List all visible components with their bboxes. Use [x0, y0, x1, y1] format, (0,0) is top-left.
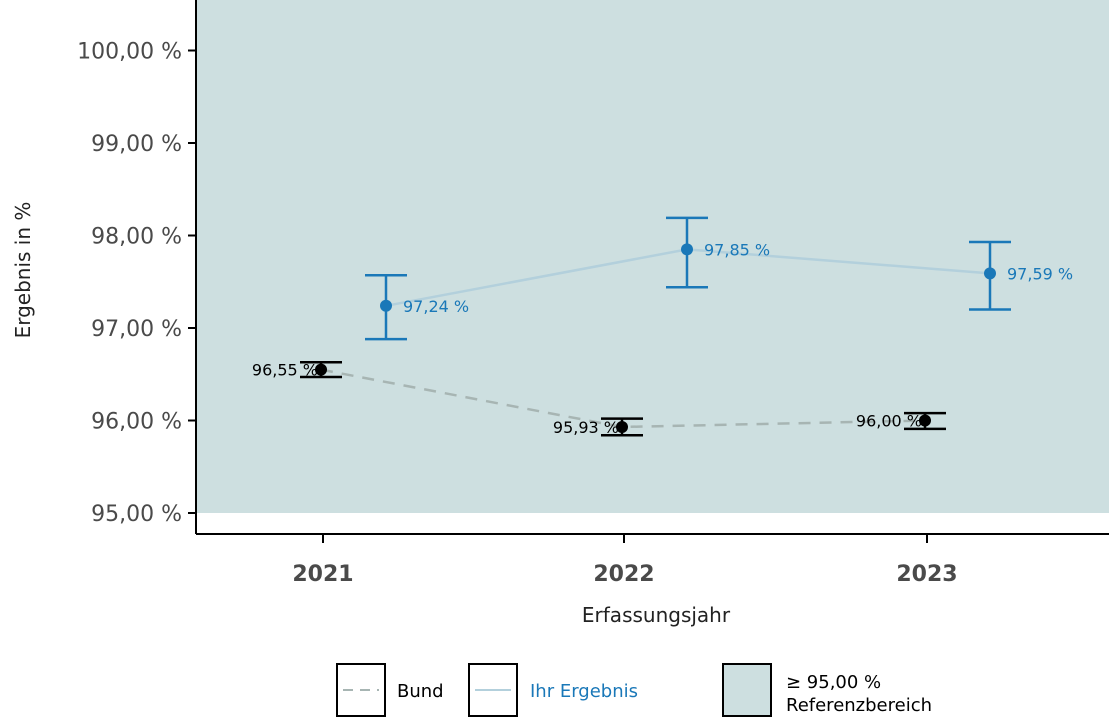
- y-tick-label: 95,00 %: [91, 502, 182, 527]
- legend-label-bund: Bund: [397, 681, 444, 702]
- data-point: [984, 267, 996, 280]
- y-tick-label: 98,00 %: [91, 225, 182, 250]
- y-tick-label: 97,00 %: [91, 317, 182, 342]
- legend: Bund Ihr Ergebnis ≥ 95,00 % Referenzbere…: [336, 663, 932, 717]
- data-point: [315, 363, 327, 376]
- legend-label-referenzbereich: Referenzbereich: [786, 695, 932, 716]
- data-point: [919, 414, 931, 427]
- data-label: 95,93 %: [553, 418, 619, 437]
- x-tick-label: 2021: [292, 562, 353, 587]
- legend-item-ihr-ergebnis: Ihr Ergebnis: [468, 663, 638, 717]
- legend-item-referenzbereich: ≥ 95,00 % Referenzbereich: [722, 663, 932, 717]
- x-tick-label: 2023: [896, 562, 957, 587]
- y-tick-label: 99,00 %: [91, 132, 182, 157]
- data-label: 96,00 %: [856, 412, 922, 431]
- y-axis-title: Ergebnis in %: [11, 202, 35, 339]
- data-point: [616, 420, 628, 433]
- legend-label-referenzbereich-value: ≥ 95,00 %: [786, 672, 881, 693]
- legend-key-referenzbereich: [722, 663, 772, 717]
- y-tick-label: 100,00 %: [77, 40, 182, 65]
- data-label: 97,24 %: [403, 297, 469, 316]
- data-label: 97,85 %: [704, 240, 770, 259]
- y-tick-label: 96,00 %: [91, 410, 182, 435]
- legend-item-bund: Bund: [336, 663, 444, 717]
- x-tick-label: 2022: [593, 562, 654, 587]
- data-label: 97,59 %: [1007, 264, 1073, 283]
- data-point: [681, 243, 693, 256]
- legend-label-ihr-ergebnis: Ihr Ergebnis: [530, 681, 638, 702]
- x-axis-title: Erfassungsjahr: [582, 603, 731, 627]
- series-line-bund: [320, 368, 926, 429]
- data-label: 96,55 %: [252, 361, 318, 380]
- data-point: [380, 299, 392, 312]
